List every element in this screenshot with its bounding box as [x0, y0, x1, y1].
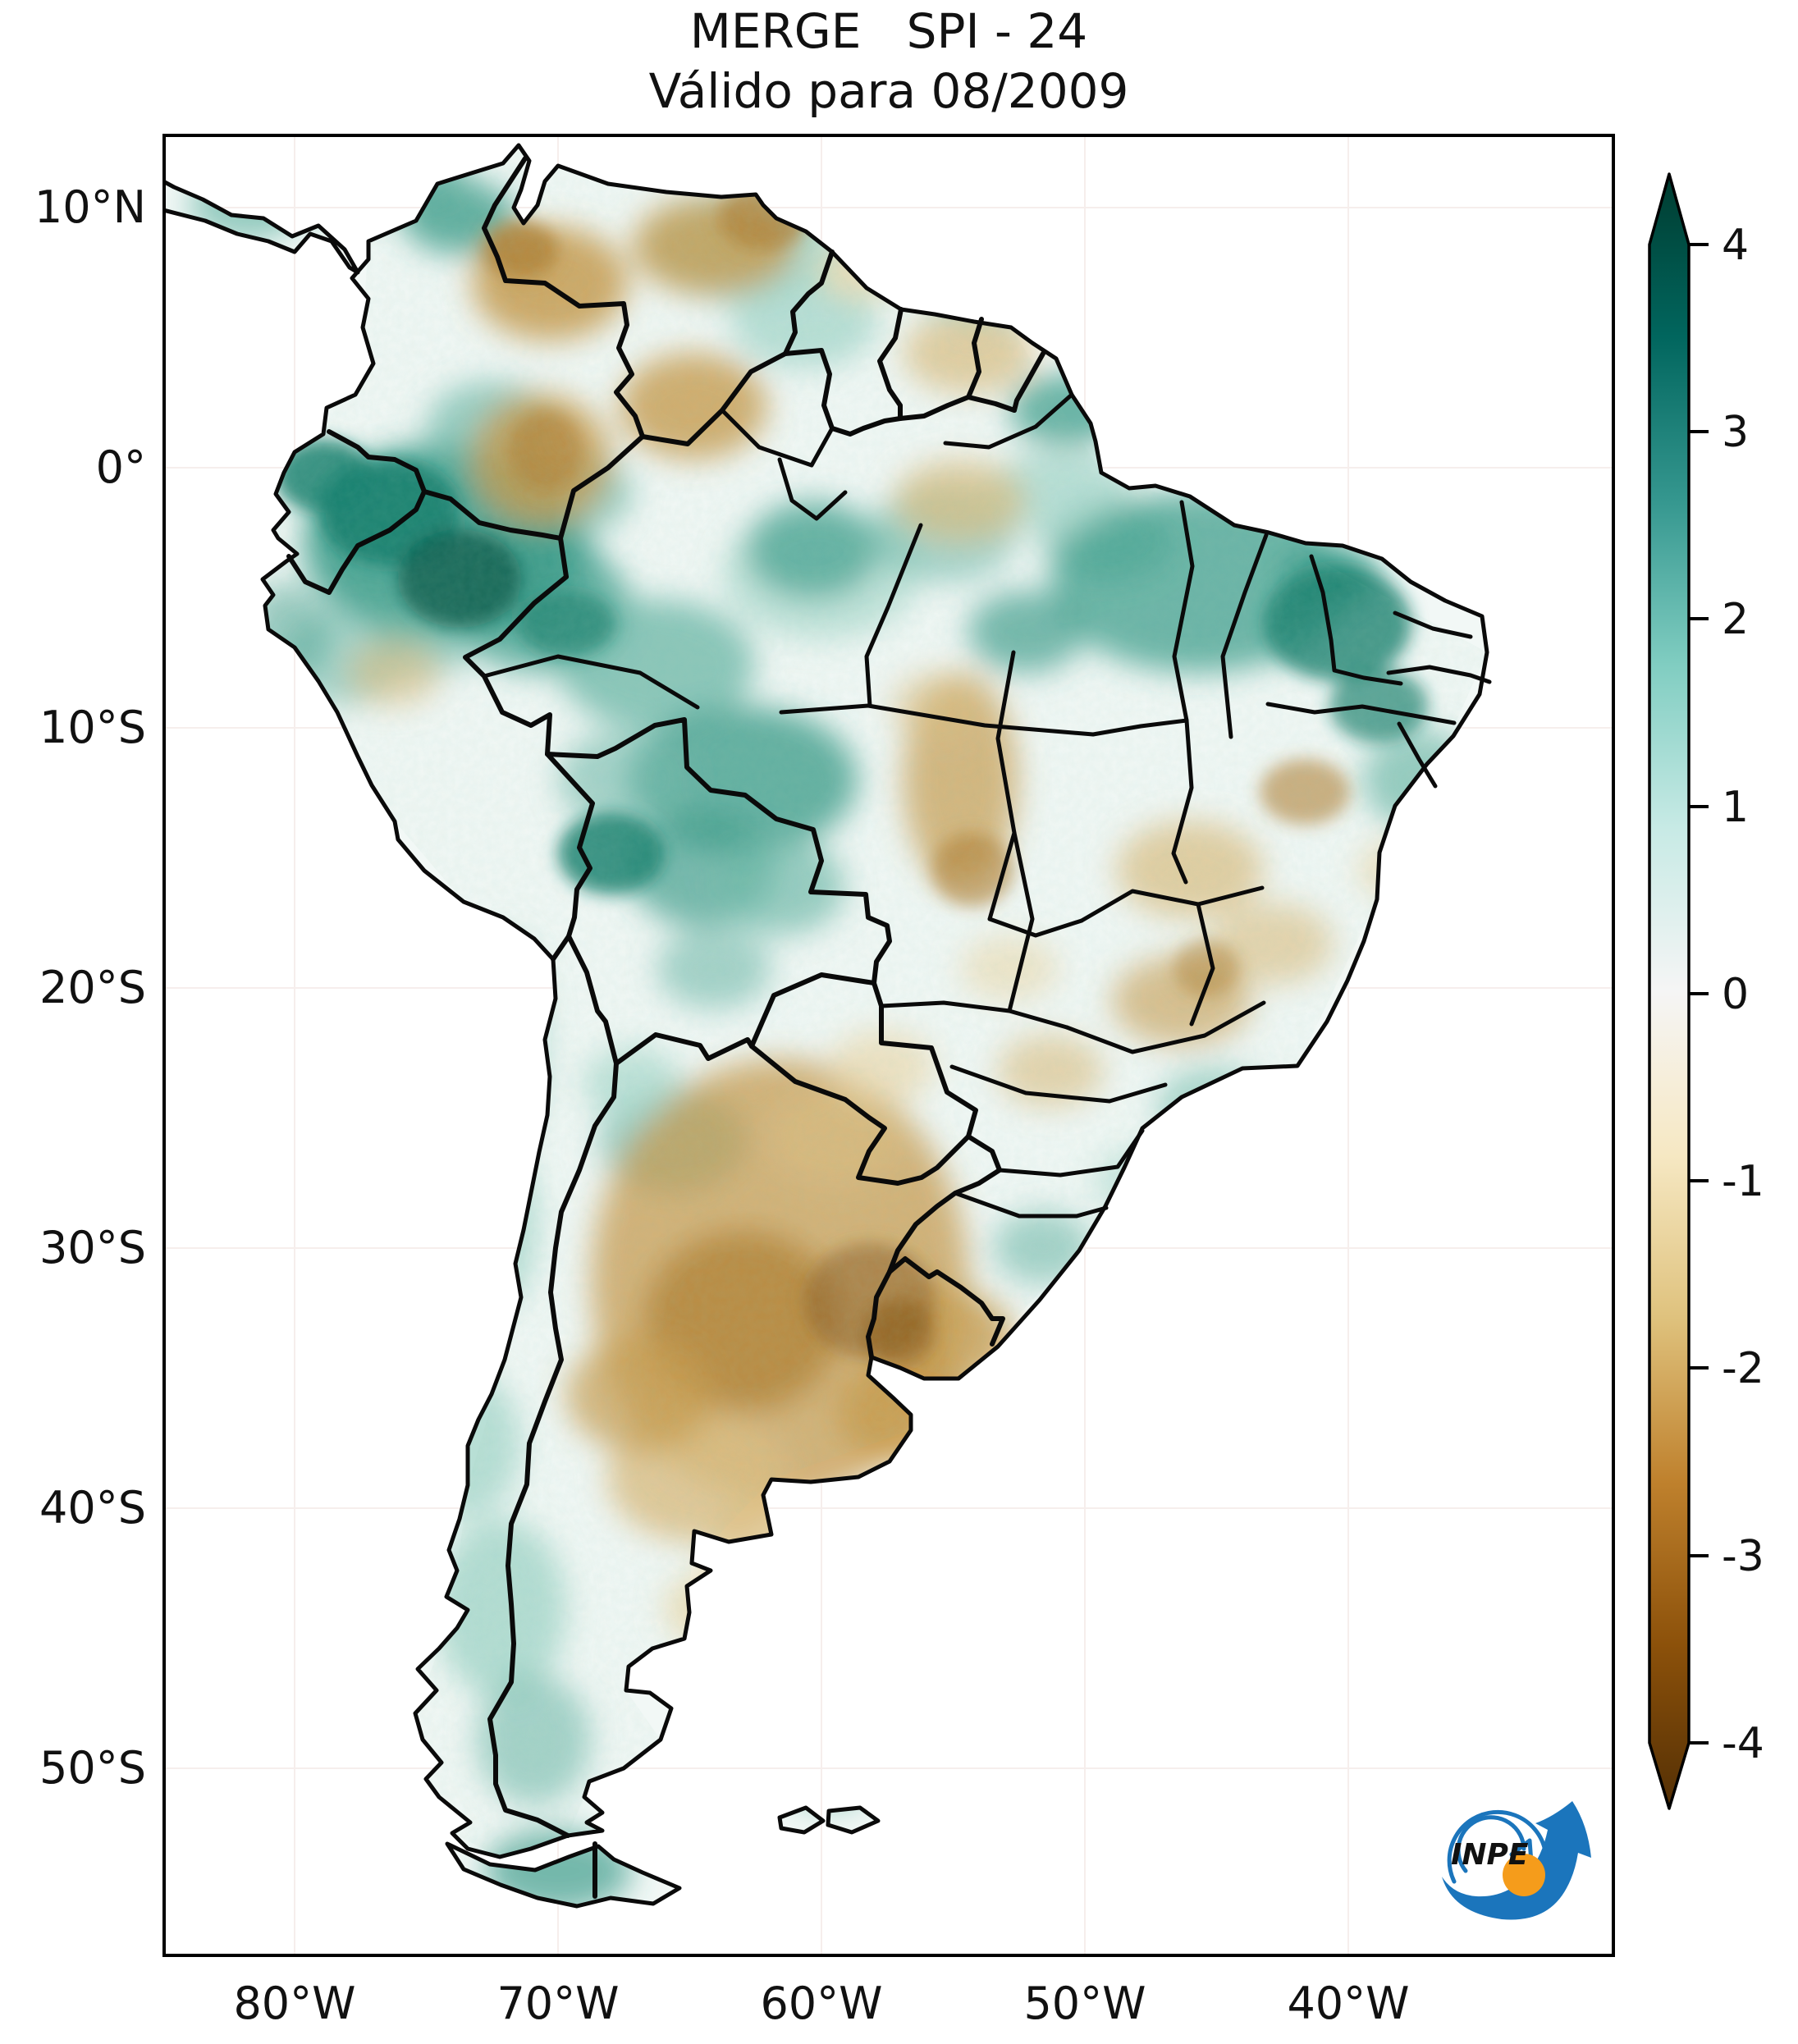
- lat-tick-label: 0°: [96, 441, 146, 493]
- inpe-logo-text: INPE: [1451, 1838, 1529, 1872]
- inpe-orange-dot-icon: [1503, 1854, 1545, 1896]
- colorbar-tick-label: -4: [1722, 1719, 1764, 1768]
- lon-tick-label: 80°W: [233, 1978, 355, 2029]
- colorbar-tick-label: 2: [1722, 595, 1749, 644]
- lon-tick-label: 70°W: [496, 1978, 619, 2029]
- colorbar-tick-label: -1: [1722, 1157, 1764, 1206]
- colorbar-tick-label: -2: [1722, 1344, 1764, 1393]
- map-frame: [162, 134, 1615, 1957]
- longitude-axis: 80°W 70°W 60°W 50°W 40°W: [233, 1978, 1409, 2029]
- inpe-spiral-circle-icon: [1447, 1809, 1549, 1884]
- lat-tick-label: 30°S: [39, 1222, 146, 1273]
- lon-tick-label: 60°W: [760, 1978, 882, 2029]
- colorbar-tick-label: 1: [1722, 783, 1749, 832]
- country-borders: [286, 156, 1045, 1899]
- inpe-spiral-inner-icon: [1456, 1815, 1526, 1873]
- colorbar-tick-labels: 4 3 2 1 0 -1 -2 -3 -4: [1722, 221, 1764, 1768]
- colorbar-tick-label: -3: [1722, 1532, 1764, 1581]
- colorbar-tick-label: 0: [1722, 970, 1749, 1019]
- lon-tick-label: 50°W: [1023, 1978, 1146, 2029]
- latitude-axis: 10°N 0° 10°S 20°S 30°S 40°S 50°S: [34, 181, 146, 1794]
- lat-tick-label: 10°S: [39, 702, 146, 753]
- colorbar-gradient-bar: [1648, 172, 1690, 1810]
- lat-tick-label: 40°S: [39, 1482, 146, 1534]
- figure-title: MERGE SPI - 24: [690, 3, 1087, 59]
- lon-tick-label: 40°W: [1287, 1978, 1409, 2029]
- figure-subtitle: Válido para 08/2009: [649, 63, 1129, 119]
- lat-tick-label: 20°S: [39, 962, 146, 1013]
- colorbar-tick-label: 4: [1722, 221, 1749, 270]
- lat-tick-label: 10°N: [34, 181, 146, 233]
- coastline-outlines: [164, 143, 1489, 1909]
- state-borders: [482, 392, 1492, 1219]
- lat-tick-label: 50°S: [39, 1742, 146, 1794]
- colorbar: 4 3 2 1 0 -1 -2 -3 -4: [1648, 172, 1764, 1810]
- inpe-swoosh-arrow-icon: [1442, 1801, 1591, 1920]
- colorbar-tick-marks: [1689, 243, 1709, 1744]
- colorbar-tick-label: 3: [1722, 408, 1749, 457]
- inpe-logo: INPE: [1442, 1801, 1591, 1920]
